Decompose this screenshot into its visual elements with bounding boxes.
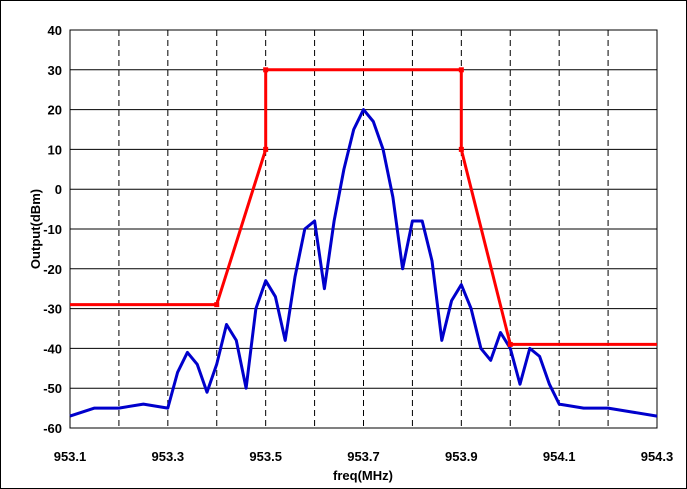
y-tick-label: 0 [55,182,62,197]
x-tick-label: 954.3 [641,449,674,464]
x-tick-label: 953.5 [249,449,282,464]
mask-point-marker [458,67,464,73]
mask-point-marker [263,146,269,152]
y-tick-label: -40 [43,341,62,356]
spectrum-series-line [69,108,658,418]
x-axis-label: freq(MHz) [333,468,393,483]
y-tick-label: -20 [43,262,62,277]
y-tick-label: 40 [48,23,62,38]
x-tick-label: 954.1 [543,449,576,464]
x-tick-label: 953.3 [152,449,185,464]
y-tick-label: -50 [43,381,62,396]
x-tick-labels: 953.1 953.3 953.5 953.7 953.9 954.1 954.3 [54,449,674,464]
x-tick-label: 953.9 [445,449,478,464]
y-tick-label: 30 [48,63,62,78]
y-tick-label: -30 [43,302,62,317]
mask-point-marker [458,146,464,152]
y-tick-label: -60 [43,421,62,436]
mask-point-marker [214,302,220,308]
mask-series-line [70,68,657,346]
y-tick-label: 10 [48,142,62,157]
y-tick-label: -10 [43,222,62,237]
x-tick-label: 953.7 [347,449,380,464]
y-tick-label: 20 [48,103,62,118]
x-tick-label: 953.1 [54,449,87,464]
y-tick-labels: 40 30 20 10 0 -10 -20 -30 -40 -50 -60 [43,23,62,436]
mask-point-marker [263,67,269,73]
series-group [69,67,658,418]
y-axis-label: Output(dBm) [28,189,43,269]
mask-point-marker [507,341,513,347]
